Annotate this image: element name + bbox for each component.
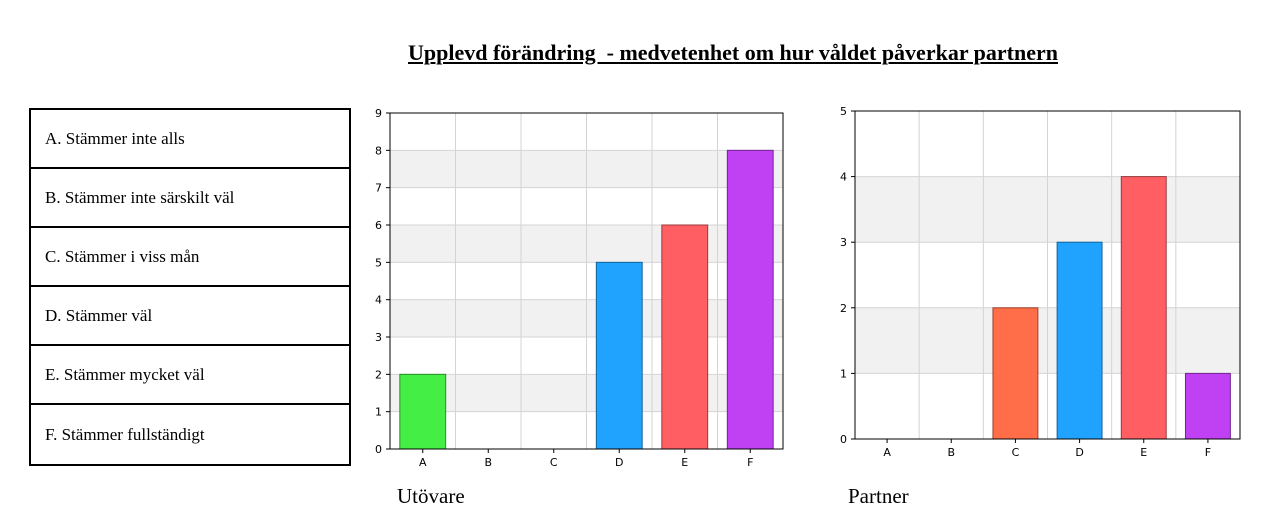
legend-row-f: F. Stämmer fullständigt: [45, 424, 205, 444]
utovare-plot-frame: [389, 112, 784, 450]
partner-ytick-label: 5: [840, 105, 847, 118]
partner-xtick-label: D: [1075, 446, 1083, 459]
legend-row-e: E. Stämmer mycket väl: [31, 346, 349, 405]
utovare-ytick-label: 2: [375, 368, 382, 381]
partner-xtick-label: F: [1205, 446, 1211, 459]
partner-xtick-label: C: [1012, 446, 1020, 459]
utovare-xtick-label: B: [484, 456, 492, 469]
legend-table: A. Stämmer inte alls B. Stämmer inte sär…: [29, 108, 351, 466]
partner-ytick-label: 2: [840, 302, 847, 315]
utovare-xtick-label: E: [681, 456, 688, 469]
chart-caption-partner: Partner: [848, 484, 909, 508]
partner-bar-f: [1184, 372, 1231, 440]
partner-plot-frame: [854, 110, 1241, 440]
partner-bar-c: [992, 307, 1039, 440]
utovare-ytick-label: 1: [375, 406, 382, 419]
utovare-ytick-label: 5: [375, 256, 382, 269]
partner-ytick-label: 1: [840, 367, 847, 380]
partner-xtick-label: E: [1140, 446, 1147, 459]
partner-ytick-label: 0: [840, 433, 847, 446]
utovare-ytick-label: 9: [375, 107, 382, 120]
utovare-ytick-label: 6: [375, 219, 382, 232]
utovare-ytick-label: 8: [375, 144, 382, 157]
chart-caption-utovare: Utövare: [397, 484, 465, 508]
utovare-ytick-label: 7: [375, 182, 382, 195]
legend-row-c: C. Stämmer i viss mån: [31, 228, 349, 287]
legend-row-a: A. Stämmer inte alls: [31, 110, 349, 169]
legend-row-b: B. Stämmer inte särskilt väl: [31, 169, 349, 228]
utovare-ytick-label: 0: [375, 443, 382, 456]
chart-title: Upplevd förändring - medvetenhet om hur …: [408, 40, 1059, 65]
partner-bar-e: [1120, 176, 1167, 440]
utovare-bar-d: [595, 261, 643, 450]
utovare-bar-e: [661, 224, 709, 450]
partner-xtick-label: A: [883, 446, 891, 459]
legend-row-d: D. Stämmer väl: [31, 287, 349, 346]
utovare-xtick-label: C: [550, 456, 558, 469]
utovare-xtick-label: D: [615, 456, 623, 469]
utovare-ytick-label: 3: [375, 331, 382, 344]
partner-bar-d: [1056, 241, 1103, 440]
partner-ytick-label: 3: [840, 236, 847, 249]
utovare-xtick-label: F: [747, 456, 753, 469]
partner-ytick-label: 4: [840, 171, 847, 184]
utovare-bar-f: [726, 149, 774, 450]
partner-xtick-label: B: [947, 446, 955, 459]
utovare-xtick-label: A: [419, 456, 427, 469]
utovare-ytick-label: 4: [375, 294, 382, 307]
